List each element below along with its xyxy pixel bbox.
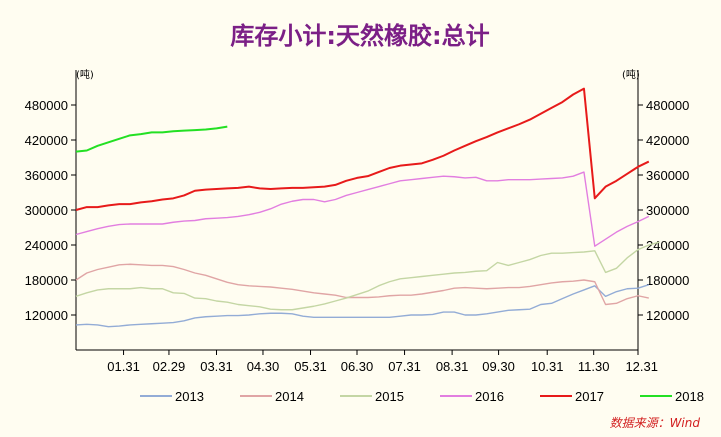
y-tick-label-right: 480000 <box>646 98 689 113</box>
series-line-2013 <box>75 284 650 328</box>
y-tick-label-right: 300000 <box>646 203 689 218</box>
x-tick-label: 07.31 <box>388 359 421 374</box>
right-axis-unit: (吨) <box>622 68 640 81</box>
y-tick-label-left: 180000 <box>25 273 68 288</box>
x-tick-label: 04.30 <box>247 359 280 374</box>
x-tick-label: 03.31 <box>200 359 233 374</box>
x-tick-label: 02.29 <box>153 359 186 374</box>
x-tick-label: 09.30 <box>482 359 515 374</box>
y-tick-label-right: 420000 <box>646 133 689 148</box>
data-source: 数据来源：Wind <box>610 416 701 430</box>
legend: 2013 2014 2015 2016 2017 2018 <box>140 389 704 404</box>
y-tick-label-left: 480000 <box>25 98 68 113</box>
left-axis-unit: (吨) <box>76 68 94 81</box>
legend-label-2014: 2014 <box>275 389 304 404</box>
x-tick-label: 08.31 <box>436 359 469 374</box>
chart-title: 库存小计:天然橡胶:总计 <box>230 22 489 50</box>
legend-label-2013: 2013 <box>175 389 204 404</box>
y-tick-label-left: 300000 <box>25 203 68 218</box>
series-line-2015 <box>75 241 660 311</box>
series-layer <box>75 87 660 328</box>
x-tick-label: 10.31 <box>531 359 564 374</box>
axes-layer: 480000 480000 420000 420000 360000 360000 3000… <box>25 70 689 374</box>
y-tick-label-left: 120000 <box>25 308 68 323</box>
x-tick-label: 01.31 <box>107 359 140 374</box>
y-tick-label-right: 240000 <box>646 238 689 253</box>
legend-label-2017: 2017 <box>575 389 604 404</box>
x-tick-label: 06.30 <box>341 359 374 374</box>
y-tick-label-right: 360000 <box>646 168 689 183</box>
x-tick-label: 11.30 <box>578 359 610 374</box>
y-tick-label-right: 180000 <box>646 273 689 288</box>
y-tick-label-left: 420000 <box>25 133 68 148</box>
y-tick-label-left: 360000 <box>25 168 68 183</box>
y-tick-label-left: 240000 <box>25 238 68 253</box>
y-tick-label-right: 120000 <box>646 308 689 323</box>
legend-label-2016: 2016 <box>475 389 504 404</box>
legend-label-2018: 2018 <box>675 389 704 404</box>
legend-label-2015: 2015 <box>375 389 404 404</box>
series-line-2018 <box>75 125 228 153</box>
series-line-2016 <box>75 171 650 247</box>
series-line-2014 <box>75 263 649 306</box>
x-tick-label: 05.31 <box>294 359 327 374</box>
series-line-2017 <box>75 87 650 211</box>
x-tick-label: 12.31 <box>625 359 658 374</box>
